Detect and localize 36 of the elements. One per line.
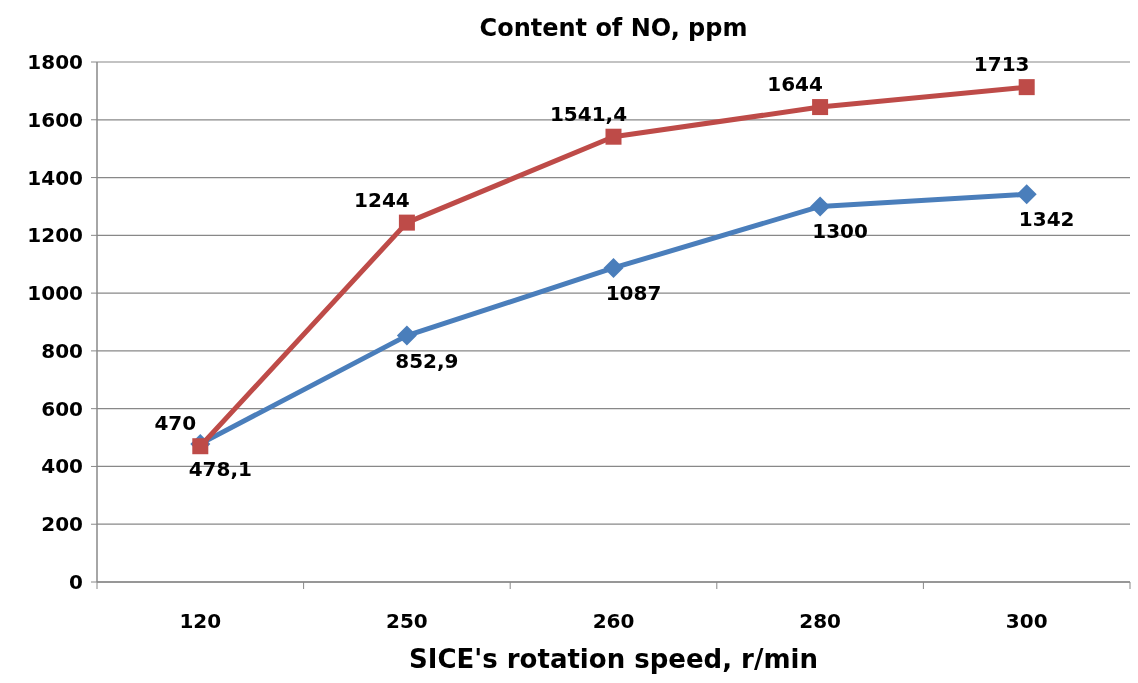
data-label: 1087 (605, 280, 662, 305)
data-label: 852,9 (395, 348, 459, 373)
data-label: 1300 (812, 219, 868, 244)
point (810, 196, 831, 217)
point (192, 438, 209, 455)
data-label: 1342 (1018, 207, 1075, 232)
y-tick-label: 200 (41, 512, 83, 537)
x-tick-label: 300 (1005, 609, 1048, 633)
x-tick-label: 120 (179, 609, 222, 633)
data-label: 1644 (767, 72, 823, 97)
y-tick-label: 1600 (27, 107, 83, 132)
x-tick-label: 260 (592, 609, 635, 633)
y-tick-label: 1000 (27, 281, 83, 306)
y-tick-label: 600 (41, 396, 83, 421)
point (398, 214, 415, 231)
y-tick-label: 800 (41, 338, 83, 363)
x-tick-label: 280 (799, 609, 841, 633)
y-tick-label: 1200 (27, 223, 83, 248)
chart-title: Content of NO, ppm (479, 14, 748, 42)
point (1016, 184, 1037, 205)
data-label: 1713 (973, 52, 1030, 77)
point (605, 128, 622, 145)
point (396, 325, 417, 346)
y-tick-label: 1400 (27, 165, 83, 190)
y-tick-label: 0 (69, 570, 83, 594)
x-axis-title: SICE's rotation speed, r/min (409, 644, 818, 674)
data-label: 1244 (354, 187, 410, 212)
point (1018, 79, 1035, 96)
data-label: 470 (154, 411, 197, 436)
data-label: 1541,4 (549, 101, 628, 126)
point (812, 99, 829, 116)
y-tick-label: 400 (41, 454, 83, 479)
data-label: 478,1 (188, 456, 252, 481)
y-tick-label: 1800 (27, 50, 83, 74)
point (603, 257, 624, 278)
x-tick-label: 250 (386, 609, 428, 633)
